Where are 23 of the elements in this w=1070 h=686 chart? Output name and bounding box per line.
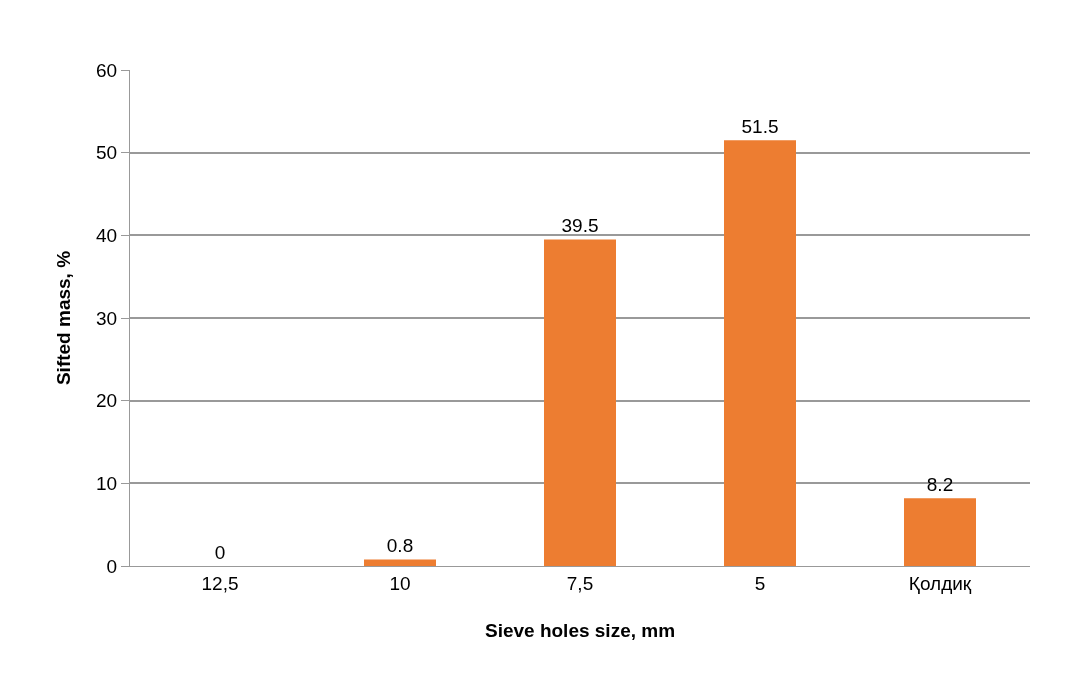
bar [364,559,436,566]
data-label: 8.2 [926,474,954,496]
data-label: 51.5 [741,116,779,138]
y-tick-label: 50 [96,142,118,164]
data-label: 0.8 [386,535,414,557]
data-label: 39.5 [561,215,599,237]
y-tick-label: 40 [96,224,118,246]
x-axis-title: Sieve holes size, mm [484,619,676,641]
bar [724,140,796,566]
y-tick-label: 60 [96,59,118,81]
y-tick-label: 10 [96,472,118,494]
y-axis-title: Sifted mass, % [52,250,74,386]
x-tick-label: 5 [754,572,766,594]
x-tick-label: 12,5 [201,572,239,594]
y-tick-label: 30 [96,307,118,329]
x-tick-label: Қолдиқ [908,572,972,594]
x-tick-label: 10 [389,572,411,594]
x-tick-label: 7,5 [566,572,594,594]
data-label: 0 [214,542,226,563]
y-tick-label: 20 [96,390,118,412]
y-tick-label: 0 [106,555,118,577]
bar [544,239,616,566]
bar [904,498,976,566]
